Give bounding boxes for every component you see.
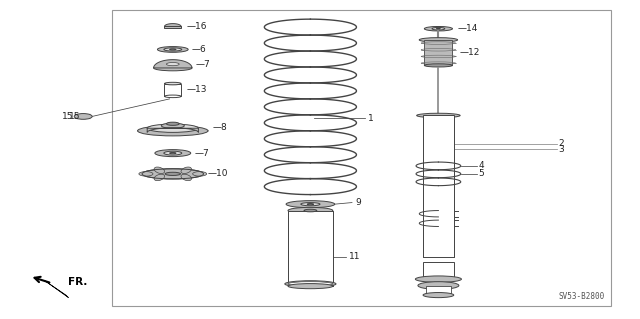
Ellipse shape [285,281,336,287]
Bar [112,10,611,306]
Text: 15: 15 [62,112,74,121]
Ellipse shape [164,95,181,98]
Text: 3: 3 [559,145,564,154]
Ellipse shape [181,167,191,174]
Text: SV53-B2800: SV53-B2800 [559,293,605,301]
Ellipse shape [164,48,182,51]
Bar [423,262,454,279]
Ellipse shape [423,293,454,298]
Ellipse shape [170,49,176,50]
Ellipse shape [157,47,188,52]
Text: 5: 5 [479,169,484,178]
Ellipse shape [164,151,182,155]
Text: 1: 1 [368,114,374,122]
Text: —10: —10 [208,169,228,178]
Ellipse shape [74,114,92,119]
Polygon shape [45,281,68,298]
Ellipse shape [301,203,320,206]
Ellipse shape [424,26,452,31]
Bar [164,84,181,96]
Text: —7: —7 [195,149,209,158]
Text: 9: 9 [355,198,361,207]
Bar [424,40,452,65]
Ellipse shape [181,174,191,181]
Bar [164,26,181,28]
Ellipse shape [436,28,440,29]
Ellipse shape [288,284,333,289]
Ellipse shape [154,65,192,71]
Ellipse shape [154,167,164,174]
Text: —12: —12 [460,48,480,57]
Ellipse shape [154,174,164,181]
Ellipse shape [138,126,208,136]
Ellipse shape [418,282,459,289]
Polygon shape [154,60,192,68]
Text: —13: —13 [187,85,207,94]
Ellipse shape [424,64,452,67]
Ellipse shape [419,38,458,42]
Text: —8: —8 [212,123,227,132]
Ellipse shape [166,63,179,66]
Ellipse shape [307,204,314,205]
Ellipse shape [166,122,179,125]
Ellipse shape [432,27,445,30]
Text: —16: —16 [187,22,207,31]
Bar [423,115,454,257]
Text: FR.: FR. [68,277,88,287]
Text: —7: —7 [196,60,211,69]
Ellipse shape [165,172,180,175]
Text: 11: 11 [349,252,360,261]
Text: 4: 4 [479,161,484,170]
Polygon shape [147,128,198,132]
Text: —6: —6 [192,45,207,54]
Ellipse shape [142,169,204,179]
Ellipse shape [164,82,181,85]
Text: 2: 2 [559,139,564,148]
Ellipse shape [304,209,317,212]
Ellipse shape [193,172,207,176]
Ellipse shape [288,282,333,286]
Polygon shape [164,24,181,26]
Ellipse shape [161,123,184,128]
Ellipse shape [286,201,335,208]
Text: —14: —14 [458,24,478,33]
Ellipse shape [139,172,153,176]
Ellipse shape [288,207,333,214]
Ellipse shape [155,150,191,157]
Ellipse shape [147,124,198,132]
Bar [426,286,451,295]
Ellipse shape [417,113,460,118]
Ellipse shape [415,276,461,282]
Bar [288,211,333,286]
Ellipse shape [170,152,176,154]
Text: 15: 15 [68,112,80,121]
